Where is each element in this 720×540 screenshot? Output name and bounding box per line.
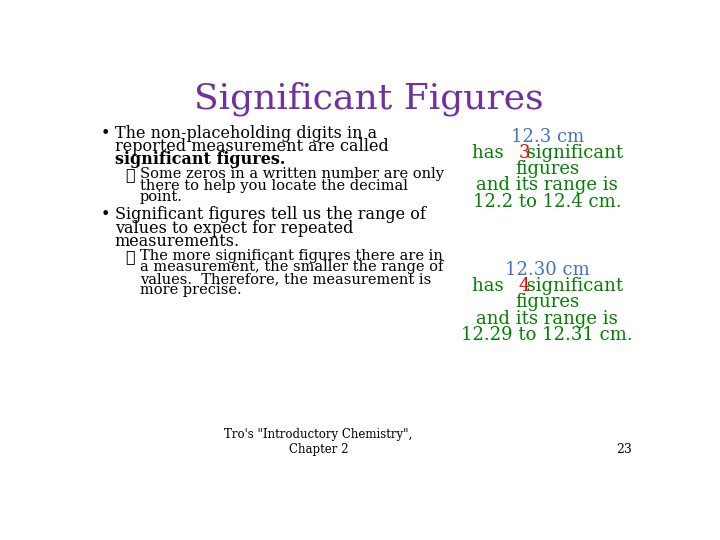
Text: ✓: ✓ [126,166,135,184]
Text: 12.29 to 12.31 cm.: 12.29 to 12.31 cm. [462,326,633,344]
Text: values to expect for repeated: values to expect for repeated [114,220,354,237]
Text: ✓: ✓ [126,248,135,265]
Text: has    significant: has significant [472,278,623,295]
Text: Some zeros in a written number are only: Some zeros in a written number are only [140,167,444,181]
Text: 12.3 cm: 12.3 cm [510,128,584,146]
Text: 3: 3 [518,144,530,162]
Text: The more significant figures there are in: The more significant figures there are i… [140,249,443,263]
Text: 4: 4 [518,278,530,295]
Text: 12.2 to 12.4 cm.: 12.2 to 12.4 cm. [473,193,621,211]
Text: 23: 23 [616,443,632,456]
Text: has    significant: has significant [472,144,623,162]
Text: 12.30 cm: 12.30 cm [505,261,590,279]
Text: •: • [101,206,110,224]
Text: figures: figures [516,294,580,312]
Text: Tro's "Introductory Chemistry",
Chapter 2: Tro's "Introductory Chemistry", Chapter … [225,428,413,456]
Text: there to help you locate the decimal: there to help you locate the decimal [140,179,408,193]
Text: and its range is: and its range is [477,177,618,194]
Text: reported measurement are called: reported measurement are called [114,138,389,155]
Text: measurements.: measurements. [114,233,240,249]
Text: figures: figures [516,160,580,178]
Text: a measurement, the smaller the range of: a measurement, the smaller the range of [140,260,443,274]
Text: Significant figures tell us the range of: Significant figures tell us the range of [114,206,426,224]
Text: and its range is: and its range is [477,309,618,328]
Text: more precise.: more precise. [140,284,241,298]
Text: The non-placeholding digits in a: The non-placeholding digits in a [114,125,377,142]
Text: point.: point. [140,190,182,204]
Text: significant figures.: significant figures. [114,151,285,168]
Text: Significant Figures: Significant Figures [194,82,544,116]
Text: •: • [101,125,110,142]
Text: values.  Therefore, the measurement is: values. Therefore, the measurement is [140,272,431,286]
